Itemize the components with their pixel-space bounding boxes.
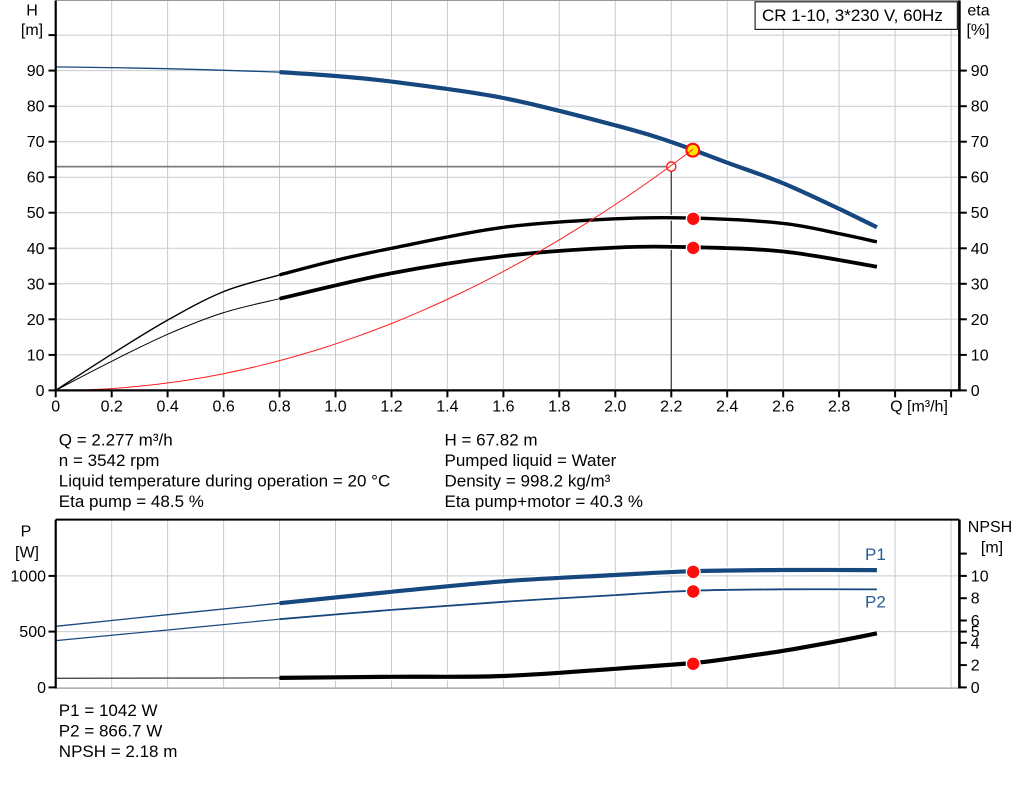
svg-text:P2 = 866.7 W: P2 = 866.7 W <box>59 721 162 740</box>
svg-text:0.8: 0.8 <box>268 399 290 416</box>
svg-text:60: 60 <box>971 170 989 187</box>
svg-text:[%]: [%] <box>966 22 989 39</box>
svg-text:30: 30 <box>971 276 989 293</box>
svg-text:Liquid temperature during oper: Liquid temperature during operation = 20… <box>59 472 390 491</box>
svg-text:Q [m³/h]: Q [m³/h] <box>890 399 948 416</box>
svg-text:2.6: 2.6 <box>772 399 794 416</box>
svg-text:Q = 2.277 m³/h: Q = 2.277 m³/h <box>59 431 173 450</box>
svg-text:8: 8 <box>971 591 980 608</box>
svg-text:2.0: 2.0 <box>604 399 626 416</box>
svg-text:P2: P2 <box>865 593 886 612</box>
svg-text:[m]: [m] <box>981 540 1003 557</box>
svg-text:1.8: 1.8 <box>548 399 570 416</box>
svg-text:P1 = 1042 W: P1 = 1042 W <box>59 701 158 720</box>
svg-text:4: 4 <box>971 635 980 652</box>
svg-text:40: 40 <box>971 241 989 258</box>
svg-text:1.2: 1.2 <box>380 399 402 416</box>
svg-text:1.4: 1.4 <box>436 399 458 416</box>
svg-text:0: 0 <box>37 680 46 697</box>
svg-text:80: 80 <box>971 99 989 116</box>
svg-text:1.6: 1.6 <box>492 399 514 416</box>
svg-text:50: 50 <box>27 205 45 222</box>
svg-text:2: 2 <box>971 658 980 675</box>
svg-text:0.2: 0.2 <box>101 399 123 416</box>
svg-text:40: 40 <box>27 241 45 258</box>
svg-text:P: P <box>21 524 32 541</box>
svg-text:1000: 1000 <box>10 568 46 585</box>
svg-text:10: 10 <box>971 568 989 585</box>
svg-text:70: 70 <box>971 134 989 151</box>
svg-text:0: 0 <box>971 680 980 697</box>
svg-text:50: 50 <box>971 205 989 222</box>
svg-text:0: 0 <box>36 383 45 400</box>
svg-text:H = 67.82 m: H = 67.82 m <box>445 431 538 450</box>
svg-text:H: H <box>26 3 38 20</box>
svg-text:80: 80 <box>27 99 45 116</box>
svg-text:[W]: [W] <box>15 545 39 562</box>
svg-text:90: 90 <box>971 63 989 80</box>
svg-text:2.2: 2.2 <box>660 399 682 416</box>
svg-text:0.4: 0.4 <box>156 399 178 416</box>
svg-text:2.4: 2.4 <box>716 399 738 416</box>
svg-text:6: 6 <box>971 613 980 630</box>
svg-text:20: 20 <box>27 312 45 329</box>
svg-text:10: 10 <box>971 347 989 364</box>
svg-text:CR 1-10, 3*230 V, 60Hz: CR 1-10, 3*230 V, 60Hz <box>762 6 943 25</box>
svg-text:0.6: 0.6 <box>212 399 234 416</box>
svg-text:60: 60 <box>27 170 45 187</box>
svg-text:n = 3542 rpm: n = 3542 rpm <box>59 451 160 470</box>
svg-text:0: 0 <box>51 399 60 416</box>
svg-text:500: 500 <box>19 624 46 641</box>
svg-text:1.0: 1.0 <box>324 399 346 416</box>
svg-text:10: 10 <box>27 347 45 364</box>
svg-text:NPSH = 2.18 m: NPSH = 2.18 m <box>59 742 178 761</box>
svg-text:0: 0 <box>971 383 980 400</box>
svg-text:5: 5 <box>971 624 980 641</box>
svg-text:70: 70 <box>27 134 45 151</box>
svg-text:Eta pump+motor = 40.3 %: Eta pump+motor = 40.3 % <box>445 492 643 511</box>
svg-text:P1: P1 <box>865 545 886 564</box>
svg-text:2.8: 2.8 <box>828 399 850 416</box>
svg-text:90: 90 <box>27 63 45 80</box>
svg-text:NPSH: NPSH <box>968 519 1012 536</box>
svg-text:eta: eta <box>967 3 989 20</box>
svg-text:Pumped liquid = Water: Pumped liquid = Water <box>445 451 617 470</box>
svg-text:20: 20 <box>971 312 989 329</box>
svg-text:[m]: [m] <box>21 22 43 39</box>
svg-text:30: 30 <box>27 276 45 293</box>
svg-text:Eta pump = 48.5 %: Eta pump = 48.5 % <box>59 492 204 511</box>
svg-text:Density = 998.2 kg/m³: Density = 998.2 kg/m³ <box>445 472 611 491</box>
